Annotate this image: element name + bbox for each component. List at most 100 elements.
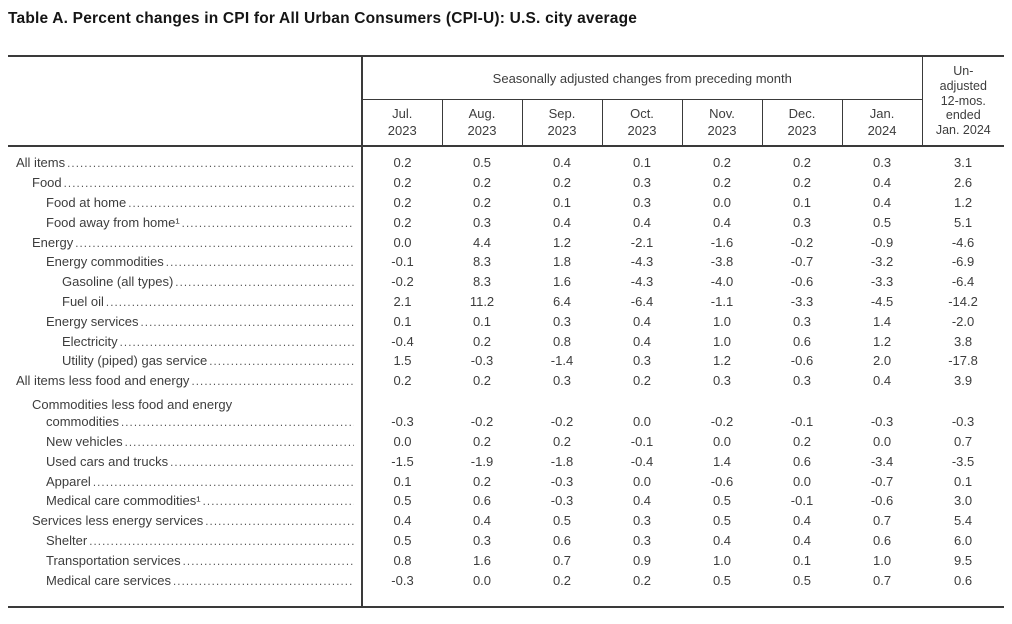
row-label-text: Food away from home¹ — [46, 214, 180, 230]
value-cell: 1.5 — [393, 353, 412, 369]
value-cell: 0.0 — [393, 234, 412, 250]
row-label: Medical care services — [8, 570, 363, 607]
value-cell: -0.3 — [470, 353, 494, 369]
value-cell: 0.3 — [872, 155, 892, 171]
value-cell: 0.4 — [393, 513, 412, 529]
row-label: Energy services — [8, 311, 363, 332]
row-label-line1: Commodities less food and energy — [32, 397, 233, 413]
dot-leader — [75, 235, 354, 250]
value-cell: -0.2 — [790, 234, 814, 250]
table-row: Transportation services 0.8 1.6 0.7 0.9 1.0 0.… — [8, 550, 1004, 571]
table-row: All items 0.2 0.5 0.4 0.1 0.2 0.2 0.3 3.1 — [8, 146, 1004, 173]
value-cell: 0.5 — [552, 513, 572, 529]
value-cell: 0.5 — [393, 493, 412, 509]
row-label-text: Food — [32, 175, 62, 191]
value-cell: 0.2 — [712, 155, 732, 171]
value-cell: 0.2 — [472, 333, 492, 349]
value-cell: 0.8 — [393, 552, 412, 568]
row-label-line2: commodities — [46, 413, 119, 429]
table-row: Food at home 0.2 0.2 0.1 0.3 0.0 0.1 0.4 1.2 — [8, 192, 1004, 213]
table-row: Food 0.2 0.2 0.2 0.3 0.2 0.2 0.4 2.6 — [8, 172, 1004, 193]
row-label-text: Fuel oil — [62, 293, 104, 309]
unadjusted-value-cell: 0.1 — [954, 473, 973, 489]
value-cell: 0.4 — [632, 214, 652, 230]
stub-header-cell — [8, 56, 363, 147]
value-cell: 0.2 — [632, 572, 652, 588]
month-column-header: Dec. 2023 — [761, 99, 842, 147]
table-row: New vehicles 0.0 0.2 0.2 -0.1 0.0 0.2 0.0 0.7 — [8, 431, 1004, 452]
value-cell: 0.4 — [712, 214, 732, 230]
row-label: Food at home — [8, 192, 363, 213]
value-cell: 0.3 — [632, 353, 652, 369]
value-cell: -0.7 — [790, 254, 814, 270]
row-label: Electricity — [8, 331, 363, 351]
value-cell: -0.3 — [391, 413, 414, 429]
value-cell: 1.2 — [712, 353, 732, 369]
dot-leader — [89, 533, 354, 548]
value-cell: 0.6 — [552, 532, 572, 548]
row-label-text: Energy commodities — [46, 254, 164, 270]
value-cell: 0.2 — [393, 214, 412, 230]
value-cell: -0.1 — [790, 493, 814, 509]
value-cell: 0.2 — [393, 194, 412, 210]
value-cell: -2.1 — [630, 234, 654, 250]
value-cell: 1.6 — [552, 274, 572, 290]
value-cell: 0.4 — [792, 513, 812, 529]
value-cell: 0.5 — [712, 493, 732, 509]
unadjusted-value-cell: 5.4 — [954, 513, 973, 529]
unadjusted-value-cell: 5.1 — [954, 214, 973, 230]
value-cell: 0.0 — [632, 473, 652, 489]
month-column-header: Jan. 2024 — [841, 99, 923, 147]
value-cell: 0.4 — [792, 532, 812, 548]
value-cell: 0.2 — [472, 373, 492, 389]
row-label-text: Services less energy services — [32, 513, 204, 529]
dot-leader — [182, 215, 354, 230]
value-cell: 0.3 — [632, 194, 652, 210]
value-cell: -0.3 — [870, 413, 894, 429]
table-row: Utility (piped) gas service 1.5 -0.3 -1.4 0.… — [8, 350, 1004, 371]
value-cell: 1.4 — [712, 453, 732, 469]
unadjusted-value-cell: -4.6 — [951, 234, 975, 250]
value-cell: 1.8 — [552, 254, 572, 270]
table-row: Energy 0.0 4.4 1.2 -2.1 -1.6 -0.2 -0.9 -4.6 — [8, 232, 1004, 252]
dot-leader — [121, 414, 354, 429]
value-cell: 0.1 — [792, 552, 812, 568]
value-cell: 0.2 — [393, 175, 412, 191]
dot-leader — [209, 353, 354, 368]
value-cell: -0.2 — [470, 413, 494, 429]
month-column-header: Nov. 2023 — [681, 99, 762, 147]
value-cell: 0.7 — [872, 513, 892, 529]
value-cell: -3.4 — [870, 453, 894, 469]
unadjusted-value-cell: 2.6 — [954, 175, 973, 191]
row-label-text: Food at home — [46, 194, 127, 210]
row-label-text: Used cars and trucks — [46, 453, 169, 469]
table-row: Electricity -0.4 0.2 0.8 0.4 1.0 0.6 1.2 3.8 — [8, 331, 1004, 351]
row-label-text: All items less food and energy — [16, 373, 190, 389]
row-label-text: Medical care services — [46, 572, 171, 588]
row-label-text: Shelter — [46, 532, 88, 548]
value-cell: -0.3 — [550, 493, 574, 509]
value-cell: 0.6 — [872, 532, 892, 548]
value-cell: 0.5 — [393, 532, 412, 548]
value-cell: 0.4 — [632, 493, 652, 509]
table-row: Fuel oil 2.1 11.2 6.4 -6.4 -1.1 -3.3 -4.5 -14.2 — [8, 291, 1004, 312]
value-cell: 0.0 — [712, 433, 732, 449]
dot-leader — [170, 454, 354, 469]
row-label-text: Utility (piped) gas service — [62, 353, 208, 369]
row-label-text: All items — [16, 155, 66, 171]
month-column-header: Jul. 2023 — [361, 99, 442, 147]
value-cell: 0.3 — [712, 373, 732, 389]
row-label: New vehicles — [8, 431, 363, 452]
value-cell: 0.4 — [552, 155, 572, 171]
row-label: Energy commodities — [8, 251, 363, 272]
value-cell: 0.6 — [472, 493, 492, 509]
unadjusted-value-cell: 6.0 — [954, 532, 973, 548]
value-cell: 11.2 — [469, 293, 495, 309]
value-cell: -0.6 — [790, 274, 814, 290]
value-cell: 0.1 — [472, 313, 492, 329]
row-label: Shelter — [8, 530, 363, 551]
table-row: Energy commodities -0.1 8.3 1.8 -4.3 -3.8 -0.7… — [8, 251, 1004, 272]
unadjusted-value-cell: 3.9 — [954, 373, 973, 389]
value-cell: 0.2 — [393, 155, 412, 171]
unadjusted-value-cell: 0.6 — [954, 572, 973, 588]
